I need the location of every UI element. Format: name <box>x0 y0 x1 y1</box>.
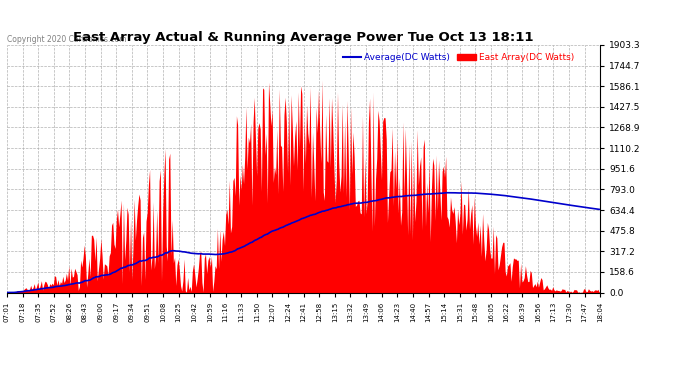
Legend: Average(DC Watts), East Array(DC Watts): Average(DC Watts), East Array(DC Watts) <box>339 50 578 66</box>
Title: East Array Actual & Running Average Power Tue Oct 13 18:11: East Array Actual & Running Average Powe… <box>73 31 534 44</box>
Text: Copyright 2020 Cartronics.com: Copyright 2020 Cartronics.com <box>8 35 127 44</box>
